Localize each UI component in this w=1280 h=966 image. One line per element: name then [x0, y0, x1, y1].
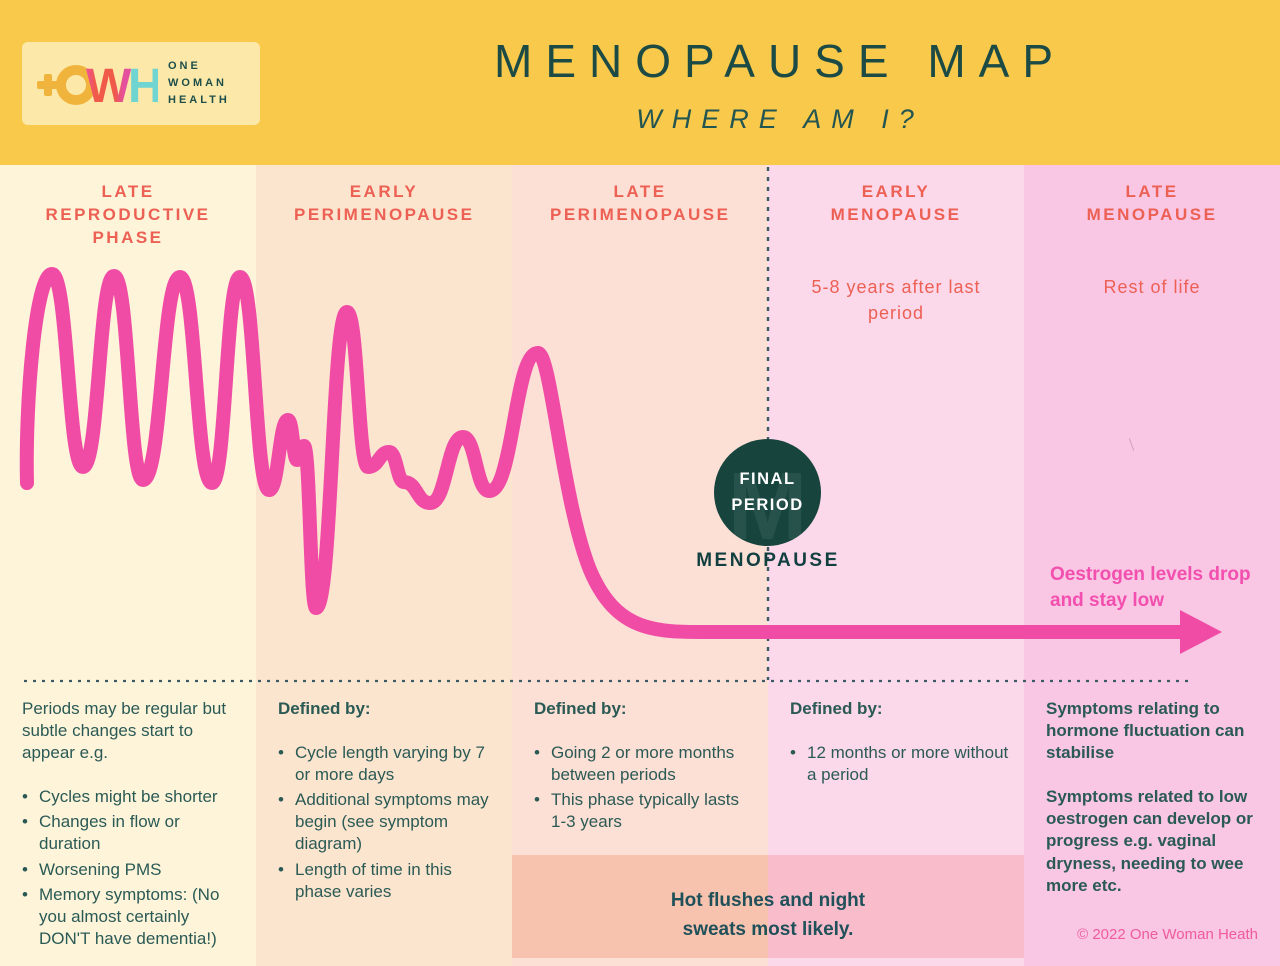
phase-details: Defined by: Cycle length varying by 7 or…	[278, 698, 500, 906]
phase-intro: Periods may be regular but subtle change…	[22, 699, 227, 763]
phase-details: Defined by: Going 2 or more months betwe…	[534, 698, 756, 836]
phase-title: LATE PERIMENOPAUSE	[550, 182, 731, 224]
phase-title: LATE REPRODUCTIVE PHASE	[45, 182, 211, 247]
phase-title: EARLY PERIMENOPAUSE	[294, 182, 475, 224]
logo-letter-h: H	[128, 60, 158, 113]
bullet-item: Additional symptoms may begin (see sympt…	[278, 789, 500, 855]
bullet-item: Memory symptoms: (No you almost certainl…	[22, 884, 244, 950]
bullet-item: 12 months or more without a period	[790, 742, 1012, 786]
female-symbol-icon	[37, 64, 96, 105]
title-block: MENOPAUSE MAP WHERE AM I?	[280, 34, 1280, 135]
phase-paragraph: Symptoms relating to hormone fluctuation…	[1046, 699, 1245, 763]
owh-logo: W H ONE WOMAN HEALTH	[22, 42, 260, 125]
bullet-item: Cycle length varying by 7 or more days	[278, 742, 500, 786]
hot-flush-note: Hot flushes and night sweats most likely…	[670, 890, 866, 941]
phase-title: LATE MENOPAUSE	[1086, 182, 1218, 224]
phase-bullet-list: 12 months or more without a period	[790, 742, 1012, 786]
hot-flush-band-left	[512, 855, 768, 958]
hot-flush-band-right	[768, 855, 1024, 958]
bullet-item: Cycles might be shorter	[22, 786, 244, 808]
logo-org-name: ONE WOMAN HEALTH	[168, 59, 230, 107]
bullet-item: Changes in flow or duration	[22, 811, 244, 855]
defined-by-heading: Defined by:	[534, 699, 627, 718]
phase-details: Periods may be regular but subtle change…	[22, 698, 244, 953]
phase-bullet-list: Cycles might be shorter Changes in flow …	[22, 786, 244, 950]
phase-details: Defined by: 12 months or more without a …	[790, 698, 1012, 789]
menopause-label: MENOPAUSE	[696, 550, 840, 571]
bullet-item: This phase typically lasts 1-3 years	[534, 789, 756, 833]
phase-duration-note: 5-8 years after last period	[811, 277, 981, 324]
header-band: W H ONE WOMAN HEALTH MENOPAUSE MAP WHERE…	[0, 0, 1280, 165]
phase-bullet-list: Going 2 or more months between periods T…	[534, 742, 756, 833]
final-period-badge: M FINAL PERIOD	[714, 439, 821, 560]
defined-by-heading: Defined by:	[790, 699, 883, 718]
logo-letter-w: W	[86, 60, 132, 113]
phase-details: Symptoms relating to hormone fluctuation…	[1046, 698, 1268, 919]
owh-logo-icon: W H	[37, 60, 158, 113]
oestrogen-note: Oestrogen levels drop and stay low	[1050, 564, 1251, 611]
defined-by-heading: Defined by:	[278, 699, 371, 718]
phase-paragraph: Symptoms related to low oestrogen can de…	[1046, 787, 1253, 895]
final-period-label: FINAL PERIOD	[731, 469, 804, 514]
bullet-item: Length of time in this phase varies	[278, 859, 500, 903]
column-early-perimenopause: EARLY PERIMENOPAUSE Defined by: Cycle le…	[256, 165, 512, 966]
bullet-item: Worsening PMS	[22, 859, 244, 881]
phase-bullet-list: Cycle length varying by 7 or more days A…	[278, 742, 500, 903]
phase-duration-note: Rest of life	[1103, 277, 1201, 297]
phase-title: EARLY MENOPAUSE	[830, 182, 962, 224]
copyright-text: © 2022 One Woman Heath	[1077, 926, 1258, 943]
bullet-item: Going 2 or more months between periods	[534, 742, 756, 786]
page-subtitle: WHERE AM I?	[636, 104, 924, 134]
page-title: MENOPAUSE MAP	[494, 35, 1066, 87]
column-late-reproductive-phase: LATE REPRODUCTIVE PHASE Periods may be r…	[0, 165, 256, 966]
